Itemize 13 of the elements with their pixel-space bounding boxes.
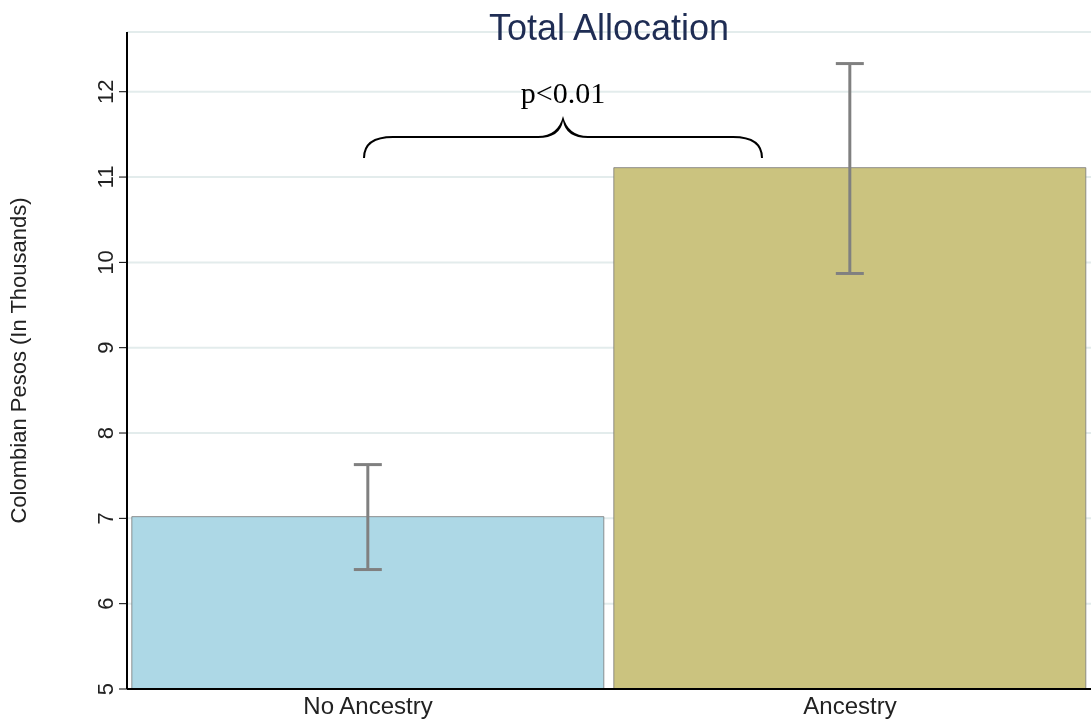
y-tick-label: 7 <box>93 512 118 525</box>
y-tick-label: 8 <box>93 426 118 440</box>
y-tick-label: 5 <box>93 682 118 696</box>
y-tick-label: 11 <box>93 165 118 189</box>
annotation: p<0.01 <box>519 76 607 110</box>
x-tick-label: No Ancestry <box>303 692 433 720</box>
y-axis-title: Colombian Pesos (In Thousands) <box>5 197 31 524</box>
chart-title: Total Allocation <box>487 7 731 48</box>
y-tick-label: 6 <box>93 597 118 610</box>
x-tick-label: Ancestry <box>803 692 897 720</box>
y-tick-label: 9 <box>93 341 118 354</box>
y-tick-label: 10 <box>93 250 118 275</box>
y-tick-label: 12 <box>93 79 118 104</box>
